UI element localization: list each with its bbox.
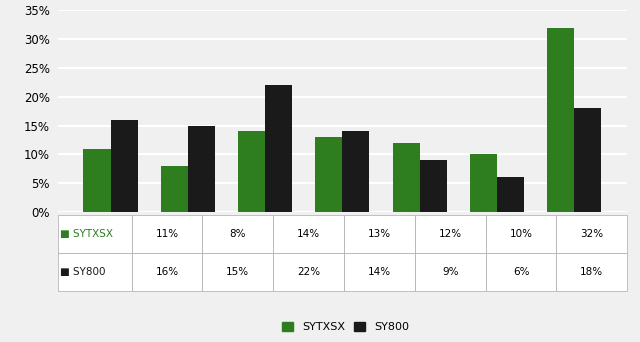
Bar <box>344 253 415 291</box>
Bar <box>574 108 602 212</box>
Bar <box>344 215 415 253</box>
Bar <box>392 143 420 212</box>
Bar <box>161 166 188 212</box>
Text: 18%: 18% <box>580 267 604 277</box>
Bar <box>470 154 497 212</box>
Bar <box>497 177 524 212</box>
Text: 6%: 6% <box>513 267 529 277</box>
Bar <box>273 215 344 253</box>
Text: 12%: 12% <box>438 229 462 239</box>
Bar <box>556 253 627 291</box>
Text: 11%: 11% <box>156 229 179 239</box>
Bar <box>238 131 265 212</box>
Bar <box>415 215 486 253</box>
Bar <box>486 215 556 253</box>
Bar <box>486 253 556 291</box>
Bar <box>420 160 447 212</box>
Text: ■ SYTXSX: ■ SYTXSX <box>60 229 113 239</box>
Bar <box>265 85 292 212</box>
Bar <box>547 28 574 212</box>
Bar <box>556 215 627 253</box>
Text: 9%: 9% <box>442 267 458 277</box>
Bar <box>188 126 215 212</box>
Bar <box>202 253 273 291</box>
Text: 22%: 22% <box>297 267 320 277</box>
Bar <box>111 120 138 212</box>
Text: 13%: 13% <box>368 229 391 239</box>
Text: ■ SY800: ■ SY800 <box>60 267 106 277</box>
Text: 32%: 32% <box>580 229 604 239</box>
Text: 8%: 8% <box>230 229 246 239</box>
Bar <box>83 149 111 212</box>
Bar <box>132 215 202 253</box>
Bar <box>58 253 132 291</box>
Bar <box>58 215 132 253</box>
Bar <box>273 253 344 291</box>
Bar <box>202 215 273 253</box>
Text: 15%: 15% <box>227 267 250 277</box>
Bar <box>132 253 202 291</box>
Bar <box>415 253 486 291</box>
Bar <box>316 137 342 212</box>
Legend: SYTXSX, SY800: SYTXSX, SY800 <box>278 317 413 337</box>
Text: 10%: 10% <box>509 229 532 239</box>
Text: 14%: 14% <box>368 267 391 277</box>
Bar <box>342 131 369 212</box>
Text: 16%: 16% <box>156 267 179 277</box>
Text: 14%: 14% <box>297 229 320 239</box>
